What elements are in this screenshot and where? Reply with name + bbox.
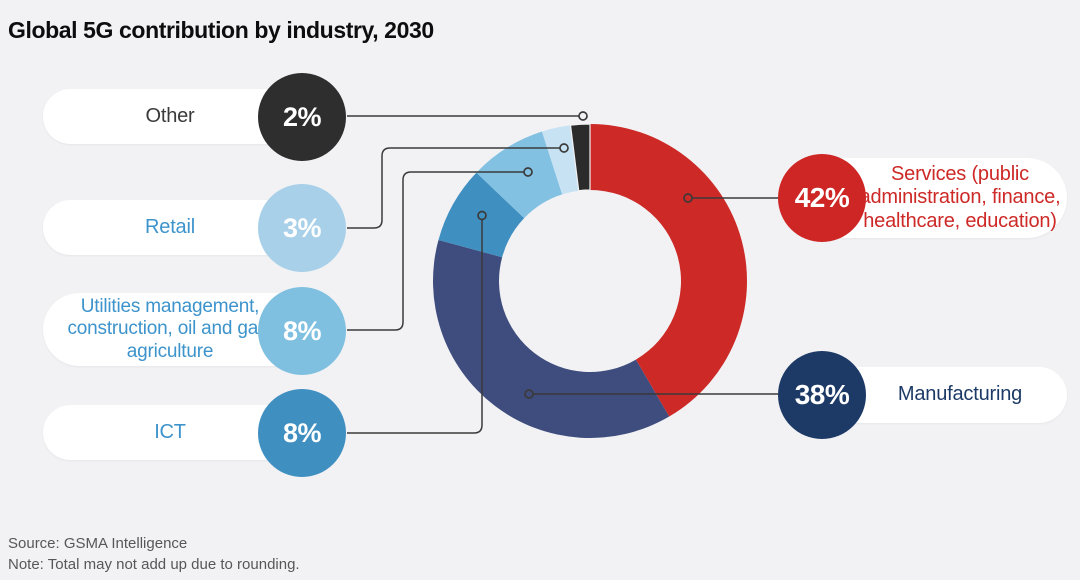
donut-segment-6 <box>569 123 591 192</box>
percent-bubble-other: 2% <box>258 73 346 161</box>
percent-value-utilities: 8% <box>282 315 322 346</box>
marker-dot-manufacturing <box>524 389 534 399</box>
callout-label-services: Services (public administration, finance… <box>859 163 1061 232</box>
callout-label-other: Other <box>145 104 195 127</box>
callout-label-ict: ICT <box>154 420 186 443</box>
note-line: Note: Total may not add up due to roundi… <box>8 556 300 574</box>
leader-line-utilities <box>347 171 524 331</box>
donut-segment-1 <box>590 124 748 417</box>
leader-line-retail <box>347 147 560 229</box>
source-line: Source: GSMA Intelligence <box>8 535 188 552</box>
percent-value-manufacturing: 38% <box>794 379 850 410</box>
percent-bubble-manufacturing: 38% <box>778 351 866 439</box>
percent-value-ict: 8% <box>282 417 322 448</box>
percent-bubble-retail: 3% <box>258 184 346 272</box>
callout-label-utilities: Utilities management, construction, oil … <box>67 296 273 362</box>
donut-segment-4 <box>476 131 563 219</box>
percent-value-other: 2% <box>282 101 322 132</box>
page-title: Global 5G contribution by industry, 2030 <box>8 17 434 44</box>
donut-segment-5 <box>541 125 579 195</box>
percent-bubble-utilities: 8% <box>258 287 346 375</box>
percent-bubble-services: 42% <box>778 154 866 242</box>
footer-notes: Source: GSMA Intelligence Note: Total ma… <box>8 533 300 576</box>
marker-dot-ict <box>477 210 487 221</box>
percent-value-retail: 3% <box>282 212 322 243</box>
donut-chart <box>433 123 748 438</box>
callout-label-manufacturing: Manufacturing <box>897 383 1023 406</box>
marker-dot-utilities <box>523 167 533 177</box>
marker-dot-other <box>578 111 588 121</box>
donut-segment-3 <box>438 172 525 258</box>
leader-line-ict <box>347 220 483 434</box>
callout-label-retail: Retail <box>145 215 195 238</box>
marker-dot-retail <box>559 143 569 153</box>
percent-bubble-ict: 8% <box>258 389 346 477</box>
donut-segment-2 <box>433 239 670 438</box>
percent-value-services: 42% <box>794 182 850 213</box>
marker-dot-services <box>683 193 693 203</box>
